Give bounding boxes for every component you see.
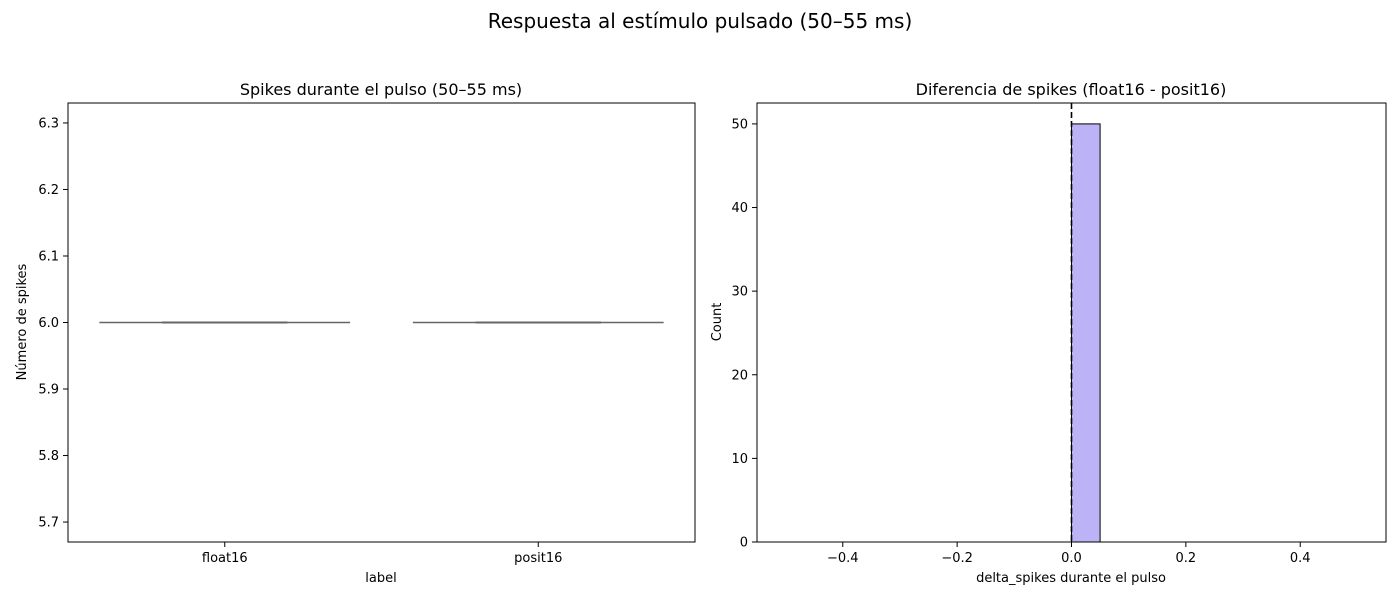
violin-y-tick-label: 6.1 xyxy=(38,249,59,264)
histogram-x-tick-label: 0.0 xyxy=(1061,551,1082,566)
violin-y-tick-label: 5.7 xyxy=(38,516,59,531)
histogram-x-tick-label: −0.2 xyxy=(941,551,973,566)
figure-title: Respuesta al estímulo pulsado (50–55 ms) xyxy=(488,9,913,33)
violin-y-tick-label: 6.0 xyxy=(38,316,59,331)
violin-y-axis-label: Número de spikes xyxy=(15,263,30,380)
violin-y-tick-label: 5.9 xyxy=(38,383,59,398)
histogram-y-axis-label: Count xyxy=(710,303,725,342)
histogram-x-tick-label: 0.4 xyxy=(1290,551,1311,566)
histogram-x-tick-label: 0.2 xyxy=(1176,551,1197,566)
histogram-marks xyxy=(785,103,1358,543)
violin-x-ticks: float16 posit16 xyxy=(202,542,562,566)
violin-x-tick-label: float16 xyxy=(202,551,248,566)
histogram-axes-frame xyxy=(756,102,1387,543)
histogram-y-tick-label: 50 xyxy=(731,117,748,132)
violin-y-tick-label: 6.3 xyxy=(38,116,59,131)
violin-axes-frame xyxy=(67,102,696,543)
histogram-y-ticks: 0 10 20 30 40 50 xyxy=(731,117,757,551)
violin-x-axis-label: label xyxy=(365,571,396,586)
histogram-y-tick-label: 0 xyxy=(740,536,748,551)
violin-y-ticks: 5.7 5.8 5.9 6.0 6.1 6.2 6.3 xyxy=(38,116,68,531)
histogram-y-tick-label: 40 xyxy=(731,201,748,216)
histogram-x-tick-label: −0.4 xyxy=(827,551,859,566)
histogram-x-ticks: −0.4 −0.2 0.0 0.2 0.4 xyxy=(827,542,1311,566)
violin-y-tick-label: 6.2 xyxy=(38,183,59,198)
histogram-bar xyxy=(1071,123,1101,543)
violin-chart: Spikes durante el pulso (50–55 ms) 5.75.… xyxy=(15,80,696,586)
violin-chart-title: Spikes durante el pulso (50–55 ms) xyxy=(240,80,522,99)
histogram-y-tick-label: 20 xyxy=(731,368,748,383)
violin-y-tick-label: 5.8 xyxy=(38,449,59,464)
histogram-y-tick-label: 10 xyxy=(731,452,748,467)
histogram-chart: Diferencia de spikes (float16 - posit16)… xyxy=(710,80,1387,586)
histogram-x-axis-label: delta_spikes durante el pulso xyxy=(976,571,1166,586)
violin-x-tick-label: posit16 xyxy=(514,551,562,566)
histogram-y-tick-label: 30 xyxy=(731,285,748,300)
histogram-chart-title: Diferencia de spikes (float16 - posit16) xyxy=(916,80,1227,99)
